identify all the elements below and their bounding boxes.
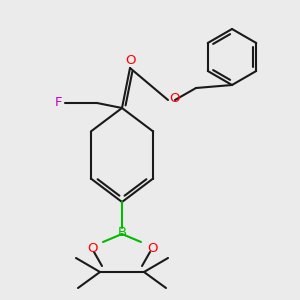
Text: O: O [147,242,157,254]
Text: O: O [126,53,136,67]
Text: O: O [87,242,97,254]
Text: F: F [54,97,62,110]
Text: O: O [170,92,180,106]
Text: B: B [117,226,127,238]
